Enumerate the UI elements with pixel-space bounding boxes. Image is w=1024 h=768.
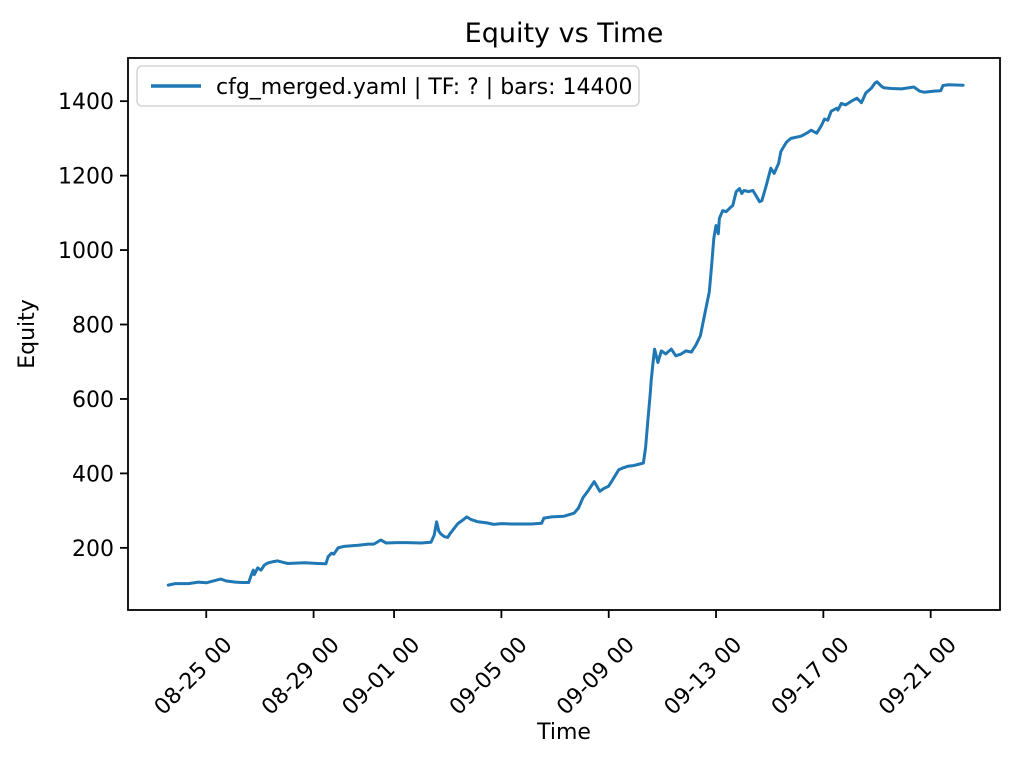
x-tick-label: 09-05 00 [445,633,533,721]
x-axis-label: Time [536,720,591,745]
plot-border [127,57,1001,611]
equity-line-series [166,80,965,587]
x-tick-label: 08-25 00 [150,633,238,721]
x-tick-label: 09-17 00 [767,633,855,721]
y-tick-label: 1200 [58,165,114,190]
y-axis-label: Equity [15,299,40,369]
y-tick-label: 400 [72,462,114,487]
y-axis-ticks [120,100,128,549]
y-tick-label: 600 [72,388,114,413]
legend-box [136,65,640,107]
y-tick-label: 1000 [58,239,114,264]
x-tick-label: 08-29 00 [257,633,345,721]
x-tick-label: 09-13 00 [660,633,748,721]
chart-title: Equity vs Time [465,18,664,49]
x-tick-label: 09-01 00 [338,633,426,721]
y-axis-tick-labels: 200 400 600 800 1000 1200 1400 [58,90,114,562]
x-axis-ticks [205,610,932,618]
y-tick-label: 800 [72,314,114,339]
legend: cfg_merged.yaml | TF: ? | bars: 14400 [136,65,640,107]
x-tick-label: 09-09 00 [552,633,640,721]
y-tick-label: 1400 [58,90,114,115]
y-tick-label: 200 [72,537,114,562]
x-tick-label: 09-21 00 [874,633,962,721]
legend-label: cfg_merged.yaml | TF: ? | bars: 14400 [216,75,633,100]
